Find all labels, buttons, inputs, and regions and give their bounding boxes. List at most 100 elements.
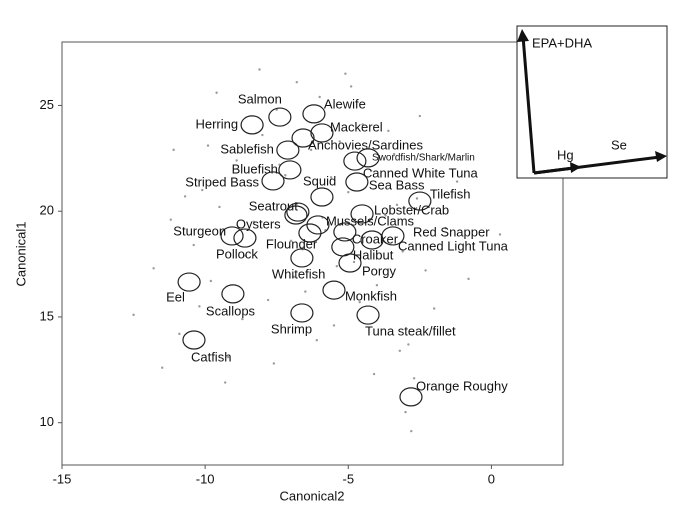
group-label: Croaker xyxy=(352,231,399,246)
arrowhead xyxy=(570,162,581,173)
point xyxy=(349,85,353,88)
x-tick-label: -10 xyxy=(196,471,215,486)
group-ellipse xyxy=(310,123,334,143)
point xyxy=(206,144,210,147)
x-tick-label: -5 xyxy=(343,471,355,486)
group-ellipse xyxy=(284,205,308,225)
group-ellipse xyxy=(182,330,206,350)
group-ellipse xyxy=(356,148,380,168)
y-tick-label: 20 xyxy=(40,203,54,218)
point xyxy=(309,148,313,152)
group-ellipse xyxy=(345,172,369,192)
point xyxy=(369,169,373,173)
point xyxy=(132,313,135,317)
point xyxy=(292,275,296,278)
point xyxy=(261,133,264,137)
group-label: Tuna steak/fillet xyxy=(365,323,456,338)
group-label: Halibut xyxy=(353,247,394,262)
group-label: Seatrout xyxy=(249,198,299,213)
point xyxy=(424,269,427,272)
group-label: Orange Roughy xyxy=(416,378,508,393)
point xyxy=(304,290,307,293)
group-label: Catfish xyxy=(191,349,231,364)
point xyxy=(404,410,407,414)
inset-label: Hg xyxy=(557,147,574,162)
group-ellipse xyxy=(233,228,257,248)
group-label: Anchovies/Sardines xyxy=(308,137,423,152)
arrow xyxy=(521,35,536,174)
group-ellipse xyxy=(240,115,264,135)
arrowhead xyxy=(655,151,667,162)
point xyxy=(432,307,436,310)
point xyxy=(289,239,293,243)
point xyxy=(410,429,413,433)
group-label: Mackerel xyxy=(330,119,383,134)
point xyxy=(387,129,390,133)
group-ellipse xyxy=(333,222,357,242)
group-ellipse xyxy=(399,387,423,407)
point xyxy=(183,195,187,198)
group-ellipse xyxy=(290,248,314,268)
group-ellipse xyxy=(306,215,330,235)
group-ellipse xyxy=(356,305,380,325)
point xyxy=(415,197,419,200)
point xyxy=(375,284,379,287)
group-ellipse xyxy=(298,223,322,243)
group-ellipse xyxy=(338,253,362,273)
group-ellipse xyxy=(261,171,285,191)
group-label: Striped Bass xyxy=(185,174,259,189)
inset: EPA+DHA Hg Se xyxy=(516,25,668,179)
group-ellipse xyxy=(343,151,367,171)
point xyxy=(201,188,204,192)
point xyxy=(332,324,336,327)
point xyxy=(266,298,270,302)
point xyxy=(152,267,155,270)
point xyxy=(318,95,321,99)
group-label: Monkfish xyxy=(345,289,397,304)
point xyxy=(244,254,247,257)
point xyxy=(467,277,470,281)
point xyxy=(352,260,356,264)
point xyxy=(392,152,396,156)
point xyxy=(361,123,364,126)
point xyxy=(241,317,244,321)
group-label: Porgy xyxy=(362,263,396,278)
group-ellipse xyxy=(286,202,310,222)
group-label: Swordfish/Shark/Marlin xyxy=(372,153,475,164)
group-ellipse xyxy=(276,140,300,160)
group-label: Sturgeon xyxy=(173,223,226,238)
group-label: Shrimp xyxy=(271,321,312,336)
arrowhead xyxy=(517,29,529,42)
point xyxy=(284,174,287,177)
group-label: Sea Bass xyxy=(369,177,425,192)
point xyxy=(498,233,502,236)
point xyxy=(418,114,422,118)
group-label: Pollock xyxy=(216,246,258,261)
point xyxy=(315,339,318,342)
point xyxy=(384,214,387,217)
point xyxy=(395,203,399,207)
point xyxy=(412,377,416,380)
x-axis-label: Canonical2 xyxy=(279,488,344,503)
point xyxy=(444,226,447,230)
point xyxy=(455,180,459,183)
group-label: Tilefish xyxy=(430,186,471,201)
point xyxy=(258,68,261,71)
point xyxy=(226,355,230,359)
point xyxy=(169,218,172,221)
group-label: Whitefish xyxy=(272,266,325,281)
point xyxy=(249,184,253,188)
point xyxy=(272,362,276,365)
point xyxy=(161,366,164,369)
point xyxy=(344,72,347,75)
group-label: Canned Light Tuna xyxy=(398,238,509,253)
point xyxy=(223,381,227,384)
group-ellipse xyxy=(268,107,292,127)
inset-label: EPA+DHA xyxy=(532,35,592,50)
group-label: Lobster/Crab xyxy=(374,202,449,217)
point xyxy=(198,305,201,308)
point xyxy=(398,349,402,352)
group-label: Red Snapper xyxy=(413,224,490,239)
point xyxy=(252,220,256,223)
